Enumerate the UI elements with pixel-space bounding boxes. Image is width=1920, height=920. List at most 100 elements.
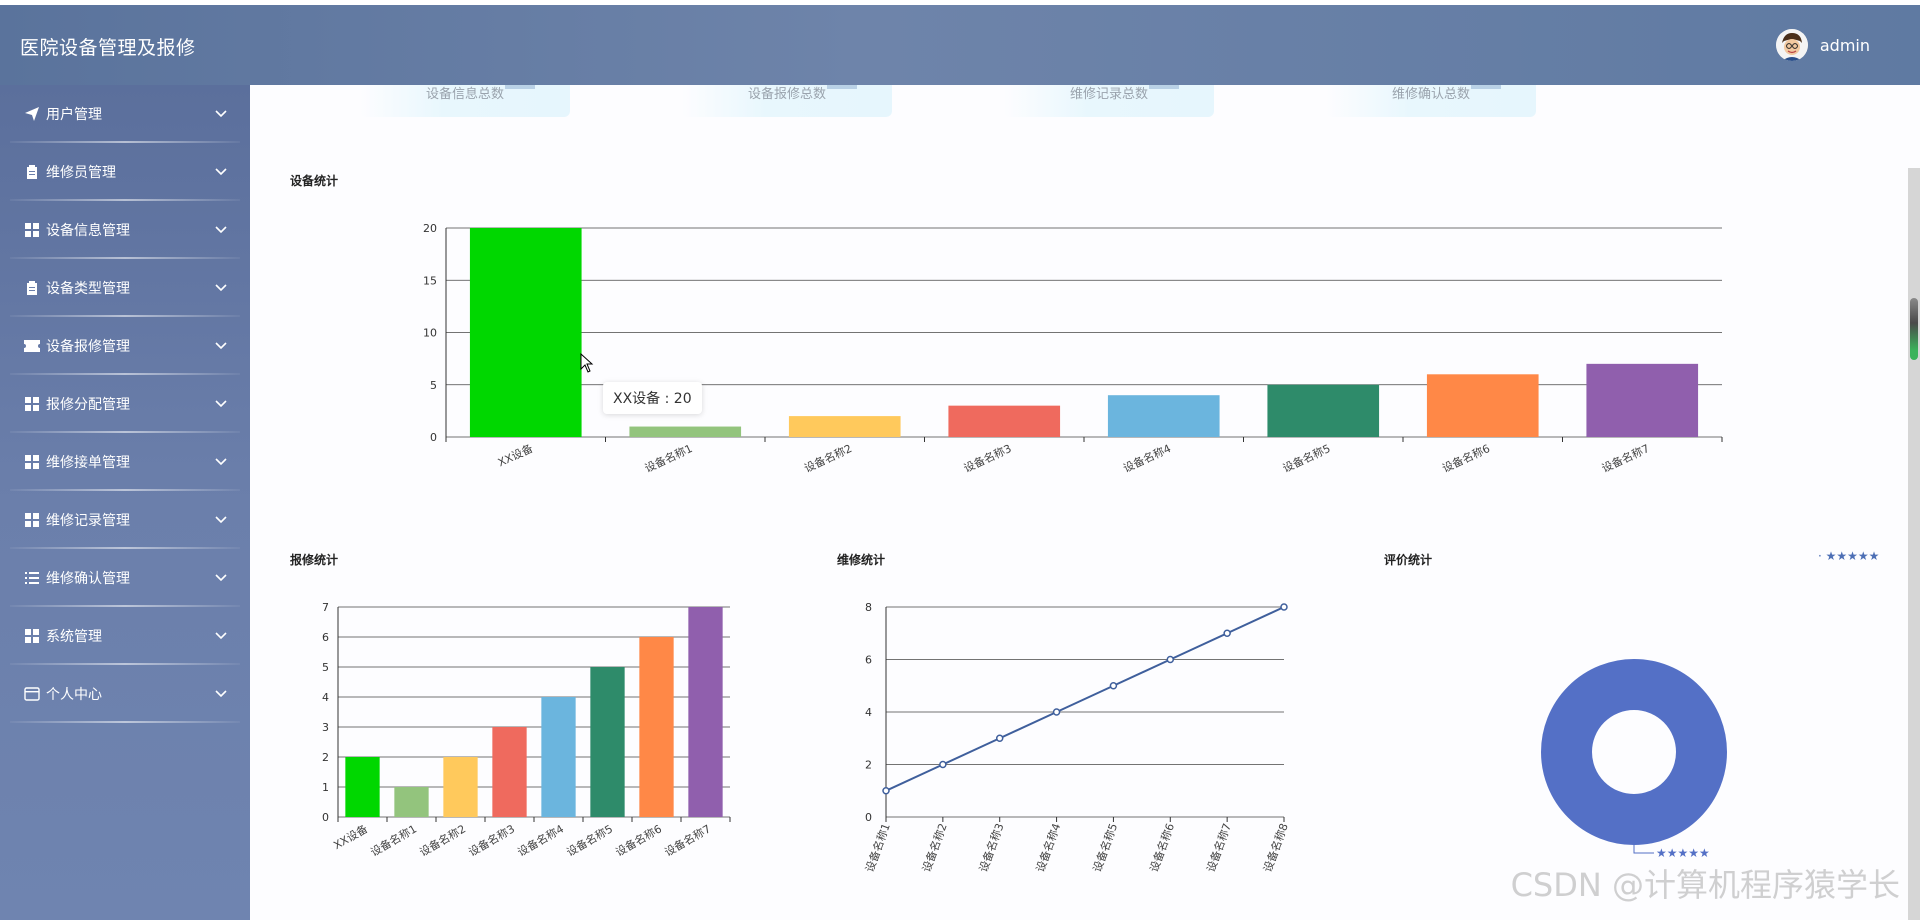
user-menu[interactable]: admin [1775, 29, 1870, 61]
y-tick-label: 7 [322, 601, 329, 614]
stat-card-device-repair[interactable]: 设备报修总数 [682, 85, 892, 117]
x-tick-label: 设备名称6 [613, 821, 664, 859]
sidebar-item-personal-center[interactable]: 个人中心 [0, 665, 250, 723]
sidebar-item-label: 报修分配管理 [46, 397, 130, 413]
sidebar-item-system[interactable]: 系统管理 [0, 607, 250, 665]
x-tick-label: 设备名称1 [862, 821, 893, 874]
x-tick-label: 设备名称5 [1280, 441, 1332, 475]
x-tick-label: 设备名称7 [1599, 441, 1651, 475]
username[interactable]: admin [1819, 35, 1870, 55]
legend-dot-icon: · [1818, 549, 1826, 563]
stat-card-tab [505, 85, 535, 89]
bar [1107, 395, 1220, 437]
data-point [1109, 682, 1118, 690]
bar [948, 405, 1061, 437]
y-tick-label: 6 [865, 654, 872, 667]
clipboard-icon [24, 164, 40, 180]
x-tick-label: 设备名称1 [642, 441, 694, 475]
y-tick-label: 0 [322, 811, 329, 824]
x-tick-label: 设备名称2 [802, 441, 854, 475]
sidebar-item-order-taking[interactable]: 维修接单管理 [0, 433, 250, 491]
card-icon [24, 686, 40, 702]
avatar[interactable] [1775, 29, 1808, 61]
sidebar-item-repair-confirm[interactable]: 维修确认管理 [0, 549, 250, 607]
x-tick-label: 设备名称8 [1260, 821, 1291, 874]
sidebar-item-repairman-management[interactable]: 维修员管理 [0, 143, 250, 201]
stat-card-repair-records[interactable]: 维修记录总数 [1004, 85, 1214, 117]
data-point [882, 787, 890, 795]
section-title-review: 评价统计 [1384, 553, 1433, 567]
y-tick-label: 4 [322, 691, 329, 704]
bar [1586, 363, 1699, 437]
grid-icon [24, 396, 40, 412]
section-title-device: 设备统计 [290, 174, 339, 188]
bar [788, 416, 901, 437]
y-tick-label: 10 [423, 327, 437, 340]
x-tick-label: 设备名称7 [662, 821, 713, 859]
app-title: 医院设备管理及报修 [20, 37, 196, 59]
page-scrollbar[interactable] [1908, 168, 1920, 920]
bar [629, 426, 742, 437]
x-tick-label: 设备名称5 [1090, 821, 1121, 874]
chevron-down-icon [215, 400, 227, 408]
pie-label-line [1633, 845, 1654, 854]
sidebar-item-repair-assignment[interactable]: 报修分配管理 [0, 375, 250, 433]
sidebar-item-label: 用户管理 [46, 107, 102, 123]
chevron-down-icon [215, 516, 227, 524]
x-tick-label: 设备名称6 [1147, 821, 1178, 874]
grid-icon [24, 512, 40, 528]
stat-card-label: 设备信息总数 [425, 87, 504, 102]
sidebar-item-repair-records[interactable]: 维修记录管理 [0, 491, 250, 549]
ticket-icon [24, 338, 40, 354]
dashboard-main: 设备信息总数 设备报修总数 维修记录总数 维修确认总数 设备统计 报修统计 维修… [250, 85, 1920, 920]
y-tick-label: 5 [430, 379, 437, 392]
sidebar-item-device-repair[interactable]: 设备报修管理 [0, 317, 250, 375]
series-line [885, 606, 1285, 792]
chevron-down-icon [215, 226, 227, 234]
stat-card-label: 设备报修总数 [747, 87, 826, 102]
data-point [939, 760, 947, 769]
chevron-down-icon [215, 168, 227, 176]
scrollbar-thumb[interactable] [1910, 298, 1918, 360]
x-tick-label: 设备名称4 [515, 821, 566, 859]
chevron-down-icon [215, 110, 227, 118]
y-tick-label: 5 [322, 661, 329, 674]
x-tick-label: 设备名称4 [1121, 441, 1173, 475]
pie-legend[interactable]: · ★★★★★ [1818, 549, 1879, 563]
pie-slice-label: ★★★★★ [1656, 846, 1710, 860]
bar [443, 757, 478, 817]
y-tick-label: 20 [423, 222, 437, 235]
sidebar-item-user-management[interactable]: 用户管理 [0, 85, 250, 143]
bar [1267, 384, 1380, 437]
sidebar-item-device-info[interactable]: 设备信息管理 [0, 201, 250, 259]
bar [541, 697, 576, 817]
sidebar-item-device-type[interactable]: 设备类型管理 [0, 259, 250, 317]
clipboard-icon [24, 280, 40, 296]
stat-card-tab [827, 85, 857, 89]
chevron-down-icon [215, 284, 227, 292]
sidebar-item-label: 个人中心 [46, 687, 102, 703]
pie-slice [1541, 659, 1727, 845]
stat-card-repair-confirm[interactable]: 维修确认总数 [1326, 85, 1536, 117]
chevron-down-icon [215, 458, 227, 466]
y-tick-label: 8 [865, 601, 872, 614]
x-tick-label: XX设备 [495, 441, 535, 469]
bar [1426, 374, 1539, 437]
x-tick-label: 设备名称2 [919, 821, 950, 874]
x-tick-label: 设备名称7 [1203, 821, 1234, 874]
x-tick-label: 设备名称3 [466, 821, 517, 859]
bar [469, 228, 582, 437]
sidebar-item-label: 设备信息管理 [46, 223, 130, 239]
sidebar-item-label: 设备报修管理 [46, 339, 130, 355]
stat-card-tab [1471, 85, 1501, 89]
grid-icon [24, 628, 40, 644]
x-tick-label: 设备名称6 [1440, 441, 1492, 475]
bar [590, 667, 625, 817]
x-tick-label: 设备名称2 [417, 821, 468, 859]
y-tick-label: 0 [865, 811, 872, 824]
x-tick-label: 设备名称3 [961, 441, 1013, 475]
stat-card-device-info[interactable]: 设备信息总数 [360, 85, 570, 117]
x-tick-label: 设备名称4 [1033, 821, 1064, 874]
mouse-cursor-icon [580, 353, 594, 373]
